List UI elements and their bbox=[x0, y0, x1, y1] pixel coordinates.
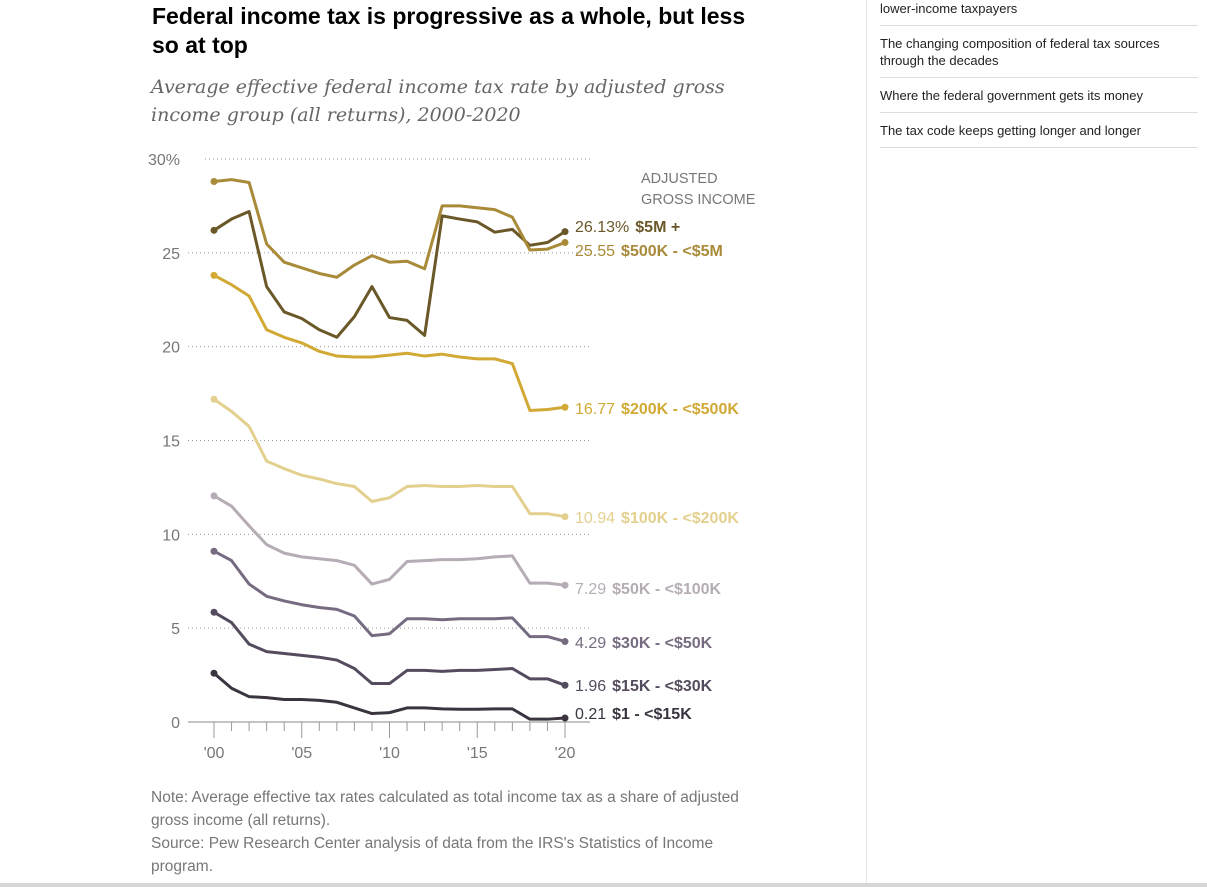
series-end-value: 0.21 bbox=[575, 706, 606, 723]
y-tick-label: 5 bbox=[171, 621, 180, 638]
related-link[interactable]: The changing composition of federal tax … bbox=[880, 26, 1198, 78]
series-name: $100K - <$200K bbox=[621, 510, 739, 527]
y-tick-label: 10 bbox=[162, 527, 180, 544]
series-start-point bbox=[210, 547, 218, 555]
x-tick-label: '10 bbox=[379, 745, 400, 762]
legend-title-line1: ADJUSTED bbox=[641, 171, 718, 187]
series-end-label: 0.21 $1 - <$15K bbox=[575, 706, 692, 723]
series-end-label: 7.29 $50K - <$100K bbox=[575, 581, 722, 598]
series-start-point bbox=[210, 669, 218, 677]
series-name: $50K - <$100K bbox=[612, 581, 721, 598]
legend-title-line2: GROSS INCOME bbox=[641, 192, 756, 208]
y-tick-label: 25 bbox=[162, 246, 180, 263]
series-end-point bbox=[561, 714, 569, 722]
related-link[interactable]: Where the federal government gets its mo… bbox=[880, 78, 1198, 113]
series-end-point bbox=[561, 228, 569, 236]
series-end-point bbox=[561, 581, 569, 589]
series-start-point bbox=[210, 178, 218, 186]
series-name: $500K - <$5M bbox=[621, 243, 723, 260]
series-end-label: 4.29 $30K - <$50K bbox=[575, 635, 713, 652]
series-name: $5M + bbox=[635, 219, 680, 236]
series-start-point bbox=[210, 226, 218, 234]
series-end-value: 10.94 bbox=[575, 510, 615, 527]
series-start-point bbox=[210, 271, 218, 279]
x-tick-label: '00 bbox=[204, 745, 225, 762]
x-tick-label: '15 bbox=[467, 745, 488, 762]
series-end-point bbox=[561, 637, 569, 645]
series-name: $30K - <$50K bbox=[612, 635, 713, 652]
series-end-value: 26.13% bbox=[575, 219, 629, 236]
series-end-label: 16.77 $200K - <$500K bbox=[575, 401, 739, 418]
line-chart: 30% 25 20 15 10 5 0 '00 '05 '10 '15 '20 26.13% $5M +… bbox=[148, 152, 756, 762]
series-end-point bbox=[561, 403, 569, 411]
series-line bbox=[213, 610, 566, 687]
y-tick-label: 30% bbox=[148, 152, 180, 169]
chart-title: Federal income tax is progressive as a w… bbox=[152, 3, 746, 58]
series-end-value: 16.77 bbox=[575, 401, 615, 418]
series-line bbox=[213, 397, 566, 519]
series-line bbox=[213, 210, 566, 339]
series-name: $15K - <$30K bbox=[612, 678, 713, 695]
x-tick-label: '05 bbox=[291, 745, 312, 762]
series-line bbox=[213, 672, 566, 721]
series-end-value: 25.55 bbox=[575, 243, 615, 260]
series-end-label: 26.13% $5M + bbox=[575, 219, 680, 236]
note-text: Note: Average effective tax rates calcul… bbox=[151, 789, 739, 829]
series-start-point bbox=[210, 395, 218, 403]
series-line bbox=[213, 494, 566, 587]
chart-note: Note: Average effective tax rates calcul… bbox=[151, 786, 751, 878]
series-end-value: 4.29 bbox=[575, 635, 606, 652]
series-end-point bbox=[561, 513, 569, 521]
horizontal-scrollbar[interactable] bbox=[0, 883, 1207, 887]
series-end-label: 1.96 $15K - <$30K bbox=[575, 678, 713, 695]
related-link[interactable]: The tax code keeps getting longer and lo… bbox=[880, 113, 1198, 148]
series-name: $200K - <$500K bbox=[621, 401, 739, 418]
series-line bbox=[213, 549, 566, 643]
x-tick-label: '20 bbox=[555, 745, 576, 762]
series-end-value: 1.96 bbox=[575, 678, 606, 695]
y-tick-label: 15 bbox=[162, 434, 180, 451]
series-name: $1 - <$15K bbox=[612, 706, 692, 723]
series-end-label: 10.94 $100K - <$200K bbox=[575, 510, 739, 527]
series-start-point bbox=[210, 492, 218, 500]
related-links-sidebar: lower-income taxpayers The changing comp… bbox=[880, 0, 1198, 148]
related-link[interactable]: lower-income taxpayers bbox=[880, 0, 1198, 26]
series-end-value: 7.29 bbox=[575, 581, 606, 598]
series-line bbox=[213, 178, 566, 279]
y-tick-label: 0 bbox=[171, 715, 180, 732]
chart-subtitle: Average effective federal income tax rat… bbox=[151, 76, 725, 126]
source-text: Source: Pew Research Center analysis of … bbox=[151, 835, 714, 875]
series-start-point bbox=[210, 608, 218, 616]
series-end-point bbox=[561, 681, 569, 689]
y-tick-label: 20 bbox=[162, 340, 180, 357]
sidebar-divider bbox=[866, 0, 867, 883]
series-line bbox=[213, 274, 566, 412]
series-end-label: 25.55 $500K - <$5M bbox=[575, 243, 723, 260]
series-end-point bbox=[561, 239, 569, 247]
